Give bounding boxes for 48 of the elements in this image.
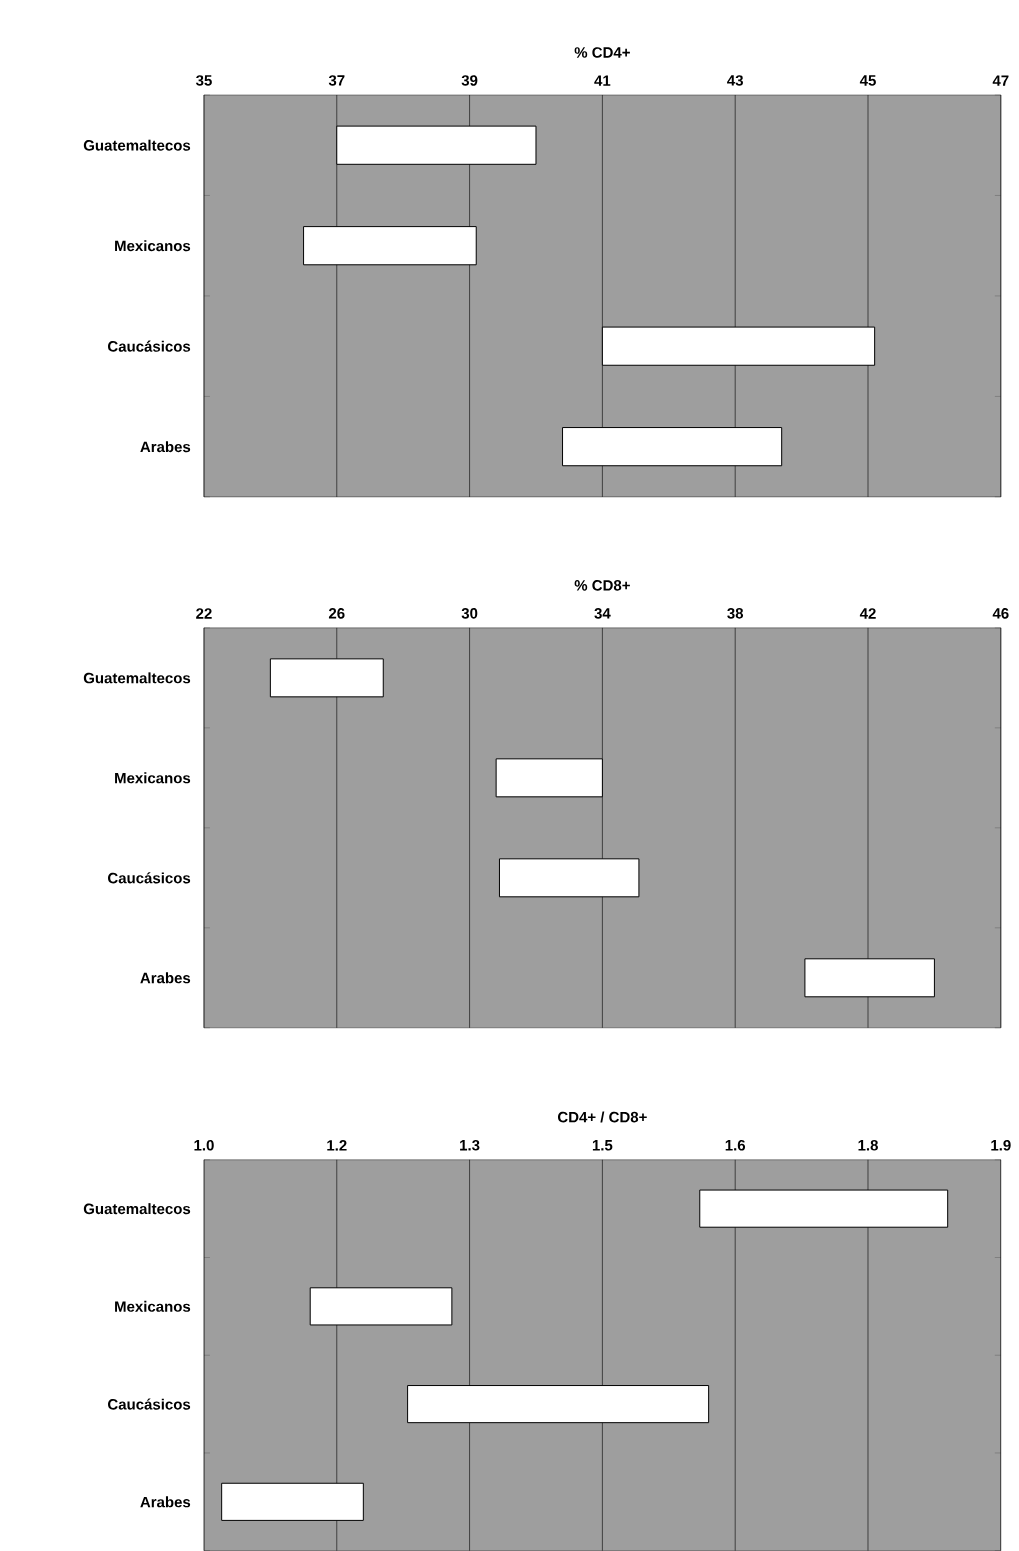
bar bbox=[495, 758, 603, 798]
bar bbox=[336, 125, 537, 165]
x-tick-label: 1.6 bbox=[725, 1139, 746, 1151]
x-tick-label: 47 bbox=[992, 75, 1009, 86]
y-tick-label: Arabes bbox=[140, 441, 191, 453]
x-tick-label: 1.3 bbox=[460, 1139, 480, 1151]
bar bbox=[804, 958, 935, 998]
y-tick-label: Arabes bbox=[140, 1496, 191, 1508]
bar bbox=[221, 1482, 364, 1521]
x-tick-label: 41 bbox=[594, 75, 611, 86]
x-tick-label: 1.9 bbox=[991, 1139, 1011, 1151]
y-tick-label: Mexicanos bbox=[115, 1300, 191, 1312]
chart-title: % CD4+ bbox=[574, 47, 630, 58]
bar bbox=[303, 226, 477, 266]
chart-title: % CD8+ bbox=[574, 580, 630, 591]
x-tick-label: 1.8 bbox=[858, 1139, 879, 1151]
bar bbox=[269, 658, 384, 698]
x-tick-label: 38 bbox=[727, 608, 744, 619]
y-tick-label: Guatemaltecos bbox=[83, 1203, 191, 1215]
y-tick-label: Caucásicos bbox=[108, 340, 191, 352]
bar bbox=[499, 858, 640, 898]
bar bbox=[601, 326, 876, 366]
y-tick-label: Guatemaltecos bbox=[83, 139, 191, 151]
x-tick-label: 30 bbox=[461, 608, 478, 619]
bar bbox=[699, 1189, 949, 1228]
x-tick-label: 35 bbox=[196, 75, 212, 86]
x-tick-label: 46 bbox=[992, 608, 1009, 619]
x-tick-label: 1.0 bbox=[194, 1139, 214, 1151]
y-tick-label: Guatemaltecos bbox=[83, 672, 191, 684]
x-tick-label: 1.2 bbox=[327, 1140, 347, 1151]
y-tick-label: Caucásicos bbox=[108, 872, 191, 884]
y-tick-label: Mexicanos bbox=[115, 772, 191, 784]
bar bbox=[407, 1385, 710, 1424]
x-tick-label: 42 bbox=[859, 608, 876, 619]
y-tick-label: Caucásicos bbox=[108, 1398, 191, 1410]
x-tick-label: 37 bbox=[328, 75, 345, 86]
bar bbox=[309, 1287, 453, 1326]
x-tick-label: 26 bbox=[329, 608, 345, 619]
x-tick-label: 43 bbox=[727, 75, 744, 86]
chart-title: CD4+ / CD8+ bbox=[558, 1111, 647, 1123]
x-tick-label: 39 bbox=[461, 75, 478, 86]
x-tick-label: 1.5 bbox=[592, 1140, 613, 1151]
y-tick-label: Mexicanos bbox=[115, 240, 191, 252]
y-tick-label: Arabes bbox=[140, 972, 191, 984]
x-tick-label: 45 bbox=[859, 75, 877, 86]
bar bbox=[562, 427, 783, 467]
x-tick-label: 22 bbox=[196, 608, 212, 619]
x-tick-label: 34 bbox=[594, 608, 611, 619]
